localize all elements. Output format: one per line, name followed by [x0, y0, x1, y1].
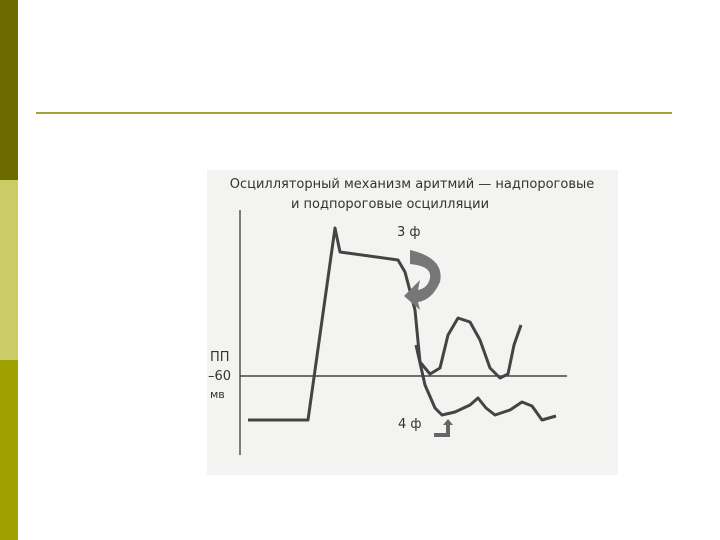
axis-label: ПП: [210, 350, 230, 365]
title-rule: [36, 112, 672, 114]
accent-stripe: [0, 180, 18, 360]
axis-label: –60: [208, 369, 231, 384]
accent-stripe: [0, 360, 18, 540]
subthreshold-curve: [414, 344, 557, 422]
accent-stripe: [0, 0, 18, 180]
figure-title: и подпороговые осцилляции: [291, 197, 489, 212]
axis-label: мв: [210, 388, 225, 401]
phase-label: 3 ф: [397, 225, 421, 240]
figure-background: [207, 170, 618, 475]
phase4-arrow: [434, 419, 453, 437]
figure-title: Осцилляторный механизм аритмий — надпоро…: [230, 177, 595, 192]
phase3-arrow: [404, 250, 441, 310]
phase-label: 4 ф: [398, 417, 422, 432]
suprathreshold-curve: [248, 226, 523, 422]
